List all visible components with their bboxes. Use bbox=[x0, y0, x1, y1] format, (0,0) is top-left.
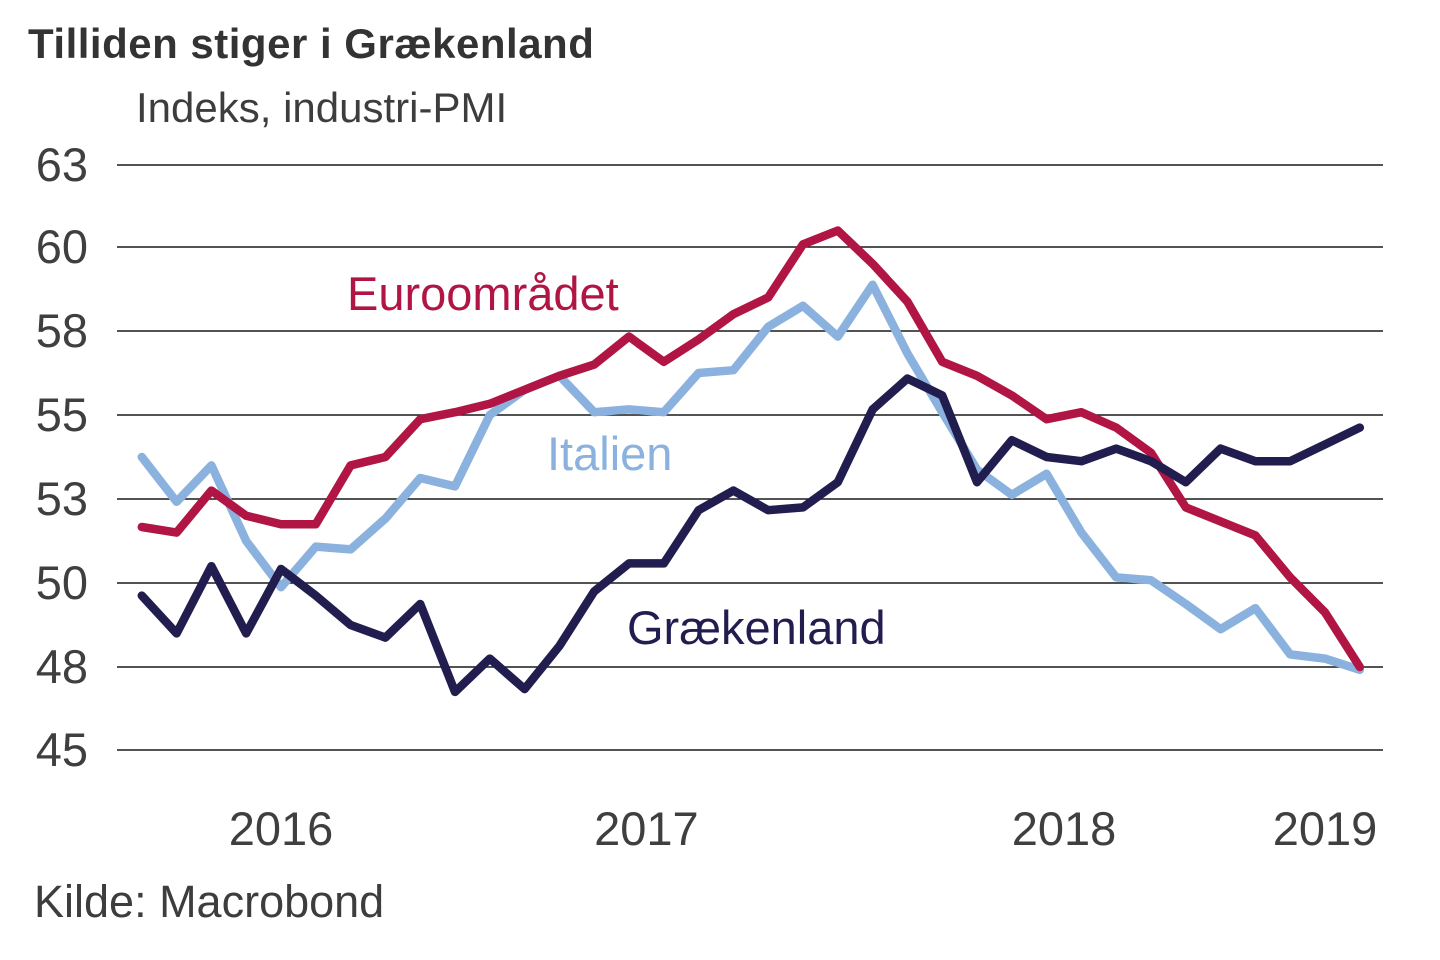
chart-title: Tilliden stiger i Grækenland bbox=[28, 20, 595, 67]
y-axis-labels: 63 60 58 55 53 50 48 45 bbox=[36, 138, 88, 776]
source-attribution: Kilde: Macrobond bbox=[34, 876, 385, 927]
y-tick-label: 50 bbox=[36, 556, 88, 609]
y-tick-label: 63 bbox=[36, 138, 88, 191]
y-tick-label: 55 bbox=[36, 388, 88, 441]
series-lines bbox=[137, 226, 1365, 697]
y-tick-label: 48 bbox=[36, 640, 88, 693]
x-tick-label: 2016 bbox=[229, 802, 334, 855]
series-label-italy: Italien bbox=[547, 427, 673, 480]
y-tick-label: 45 bbox=[36, 723, 88, 776]
gridlines bbox=[117, 164, 1383, 751]
y-tick-label: 60 bbox=[36, 220, 88, 273]
line-italien bbox=[137, 280, 1365, 675]
x-tick-label: 2019 bbox=[1273, 802, 1378, 855]
line-grækenland bbox=[137, 374, 1365, 697]
x-tick-label: 2018 bbox=[1012, 802, 1117, 855]
x-axis-labels: 2016 2017 2018 2019 bbox=[229, 802, 1378, 855]
chart-subtitle: Indeks, industri-PMI bbox=[136, 84, 508, 131]
x-tick-label: 2017 bbox=[594, 802, 699, 855]
y-tick-label: 58 bbox=[36, 304, 88, 357]
series-label-euro-area: Euroområdet bbox=[347, 267, 619, 320]
y-tick-label: 53 bbox=[36, 472, 88, 525]
series-label-greece: Grækenland bbox=[627, 601, 886, 654]
